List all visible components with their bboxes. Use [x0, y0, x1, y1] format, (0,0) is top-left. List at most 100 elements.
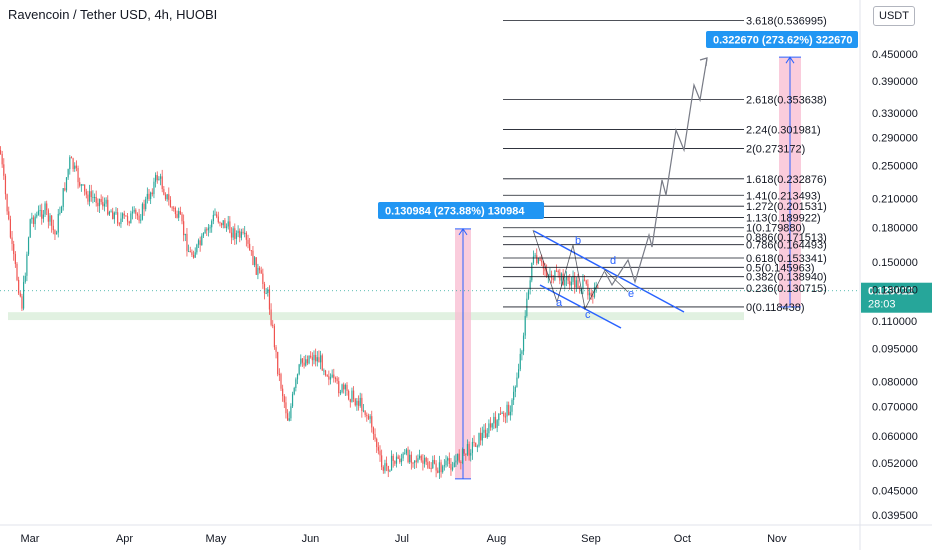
y-tick-label: 0.045000	[872, 485, 918, 497]
candle-body	[339, 392, 341, 394]
candle-body	[115, 212, 117, 214]
candle-body	[324, 370, 327, 376]
x-tick-label: Sep	[581, 533, 601, 545]
currency-selector-button[interactable]: USDT	[873, 6, 915, 26]
candle-body	[460, 461, 462, 464]
candle-body	[303, 362, 305, 366]
candle-body	[527, 289, 530, 299]
candle-body	[42, 214, 44, 219]
candle-body	[159, 176, 162, 179]
candle-body	[306, 359, 308, 364]
candle-body	[367, 415, 370, 419]
candle-body	[214, 214, 216, 216]
candle-body	[494, 416, 497, 428]
candle-body	[161, 176, 163, 190]
candle-body	[36, 214, 38, 217]
candle-body	[224, 220, 226, 229]
candle-body	[153, 181, 155, 195]
candle-body	[222, 220, 224, 226]
candle-body	[186, 233, 188, 252]
candle-body	[232, 228, 234, 238]
candle-body	[130, 213, 132, 224]
y-tick-label: 0.130000	[872, 284, 918, 296]
candle-body	[311, 357, 313, 361]
candle-body	[141, 203, 143, 220]
candle-body	[97, 202, 99, 207]
candle-body	[518, 369, 520, 378]
candle-body	[432, 459, 434, 469]
candle-body	[179, 211, 181, 215]
candle-body	[329, 377, 332, 380]
candle-body	[52, 225, 54, 231]
candle-body	[400, 458, 403, 463]
candle-body	[390, 455, 393, 471]
candle-body	[504, 416, 506, 418]
candle-body	[171, 207, 173, 209]
candle-body	[9, 219, 11, 238]
candle-body	[247, 239, 249, 244]
candle-body	[254, 257, 256, 266]
candle-body	[565, 276, 568, 280]
candle-body	[100, 198, 102, 202]
candle-body	[84, 184, 86, 192]
candle-body	[72, 158, 74, 169]
candle-body	[240, 231, 242, 238]
candle-body	[49, 215, 51, 222]
candle-body	[32, 217, 35, 225]
candle-body	[108, 211, 110, 215]
candle-body	[466, 444, 469, 455]
candle-body	[481, 432, 483, 441]
candle-body	[537, 258, 539, 264]
candle-body	[204, 229, 206, 234]
candle-body	[357, 400, 360, 406]
y-tick-label: 0.039500	[872, 510, 918, 522]
candle-body	[308, 355, 310, 364]
y-tick-label: 0.450000	[872, 49, 918, 61]
candle-body	[414, 460, 416, 463]
candle-body	[230, 232, 233, 238]
candle-body	[508, 404, 510, 416]
candle-body	[216, 214, 218, 217]
candle-body	[168, 194, 170, 200]
candle-body	[178, 211, 180, 218]
candle-body	[123, 213, 125, 216]
candle-body	[412, 462, 414, 464]
candle-body	[260, 270, 262, 274]
candle-body	[356, 400, 358, 406]
candle-body	[217, 216, 219, 223]
x-tick-label: Mar	[21, 533, 40, 545]
support-zone	[8, 312, 744, 321]
candle-body	[19, 293, 21, 297]
candle-body	[435, 463, 437, 471]
candle-body	[92, 197, 94, 199]
y-tick-label: 0.070000	[872, 402, 918, 414]
candle-body	[301, 358, 304, 363]
candle-body	[423, 457, 426, 464]
wave-label-a: a	[556, 297, 563, 309]
candle-body	[546, 271, 548, 277]
candle-body	[267, 289, 269, 294]
candle-body	[31, 217, 33, 220]
candle-body	[516, 377, 518, 388]
candle-body	[252, 250, 254, 266]
candle-body	[443, 465, 445, 467]
candle-body	[64, 188, 66, 191]
candle-body	[552, 278, 554, 280]
candle-body	[461, 448, 464, 464]
candle-body	[433, 459, 436, 464]
candle-body	[18, 279, 20, 294]
candle-body	[310, 355, 312, 358]
fib-label: 0.382(0.138940)	[746, 272, 827, 284]
candle-body	[202, 233, 205, 236]
candle-body	[197, 240, 200, 245]
candle-body	[588, 292, 591, 296]
candle-body	[150, 192, 152, 200]
candle-body	[258, 267, 261, 271]
candle-body	[29, 219, 31, 238]
candle-body	[300, 358, 302, 365]
candle-body	[577, 280, 579, 289]
candle-body	[564, 279, 566, 286]
candle-body	[262, 273, 264, 285]
